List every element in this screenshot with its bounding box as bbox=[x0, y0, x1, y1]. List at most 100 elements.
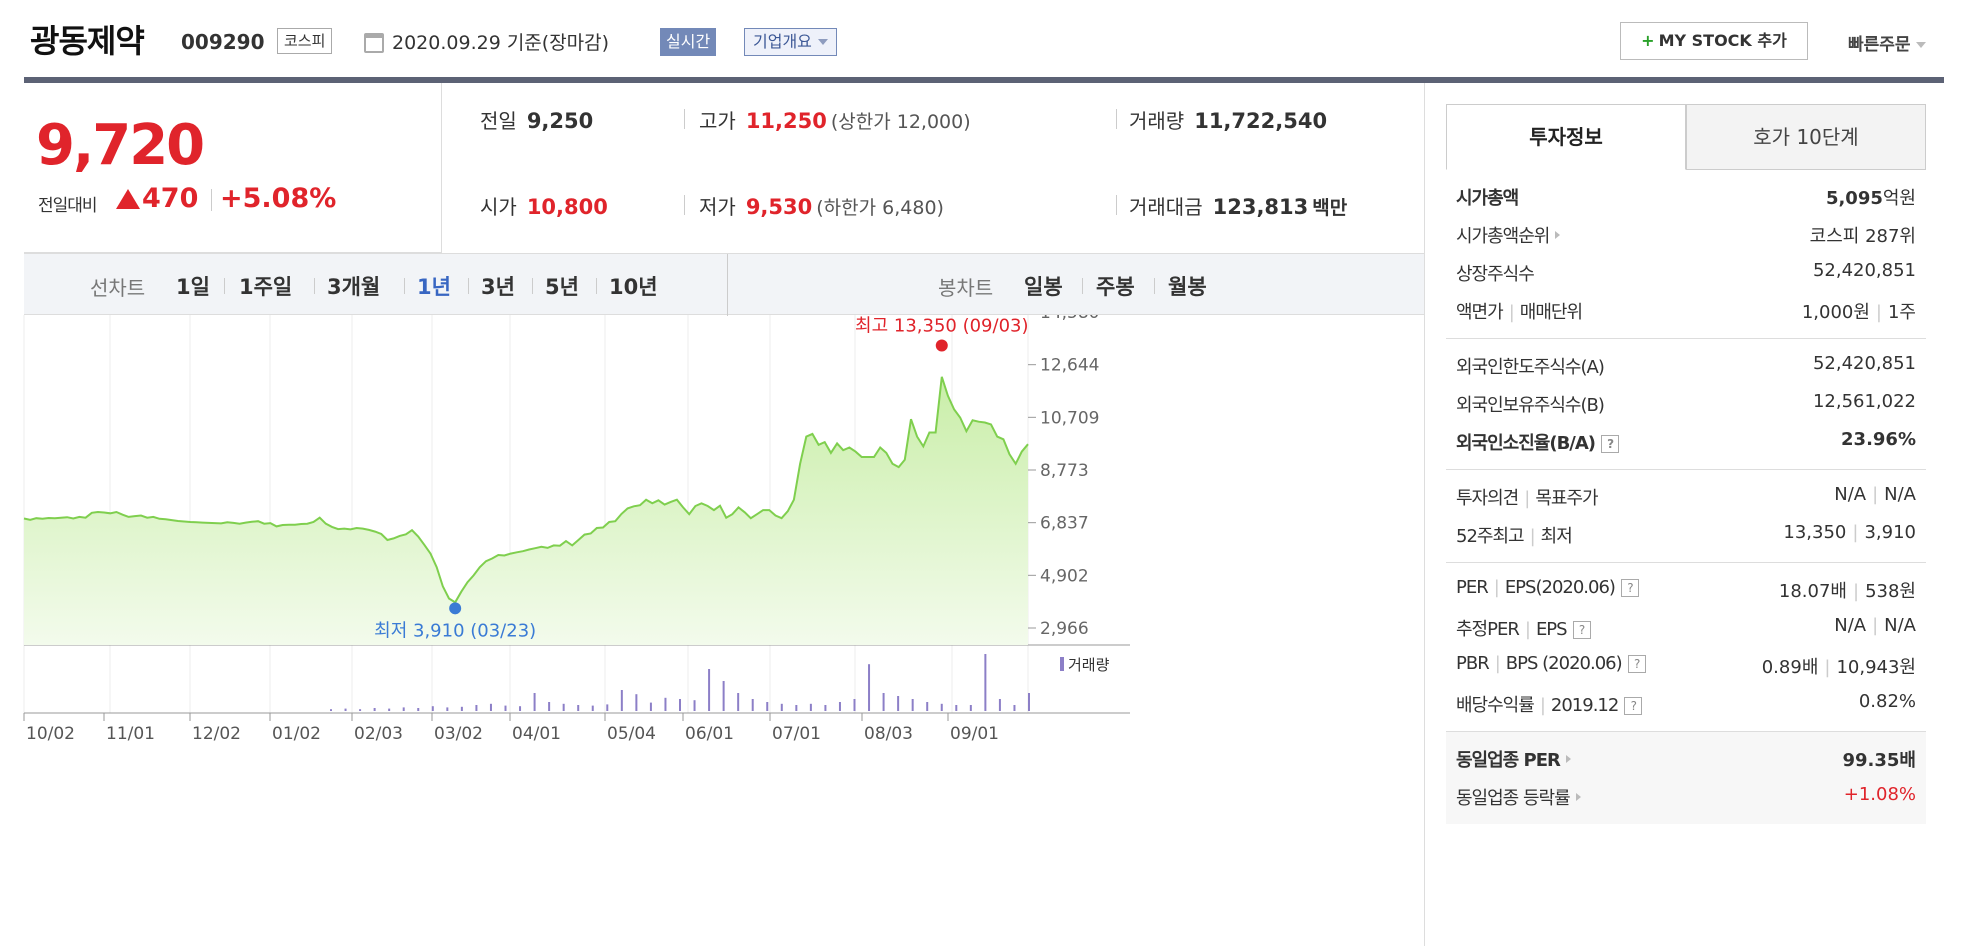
help-icon[interactable]: ? bbox=[1572, 621, 1591, 639]
x-axis: 10/02 11/01 12/02 01/02 02/03 03/02 04/01 05/04… bbox=[23, 713, 999, 744]
invest-value-text: 코스피 287위 bbox=[1809, 226, 1916, 247]
change-rate: +5.08% bbox=[220, 183, 337, 214]
chevron-right-icon bbox=[1575, 793, 1581, 801]
divider: | bbox=[1494, 653, 1501, 674]
volume-bar bbox=[577, 705, 580, 711]
divider: | bbox=[1539, 695, 1546, 716]
tab-invest-info[interactable]: 투자정보 bbox=[1446, 104, 1686, 170]
invest-row-value: 52,420,851 bbox=[1813, 353, 1916, 374]
invest-row: 배당수익률 | 2019.12? 0.82% bbox=[1446, 683, 1926, 721]
plus-icon: + bbox=[1641, 31, 1655, 50]
volume-label: 거래량 bbox=[1129, 109, 1185, 133]
invest-label-text: EPS bbox=[1535, 619, 1568, 640]
invest-row-label: 외국인소진율(B/A)? bbox=[1456, 429, 1620, 455]
period-5y[interactable]: 5년 bbox=[545, 275, 579, 299]
x-tick-label: 04/01 bbox=[512, 724, 561, 744]
amount-value: 123,813 bbox=[1212, 195, 1309, 219]
help-icon[interactable]: ? bbox=[1627, 655, 1646, 673]
low-label: 저가 bbox=[699, 195, 736, 219]
help-icon[interactable]: ? bbox=[1624, 697, 1643, 715]
invest-label-text: 외국인소진율(B/A) bbox=[1456, 433, 1596, 454]
candle-daily[interactable]: 일봉 bbox=[1024, 275, 1063, 299]
invest-label-text: 목표주가 bbox=[1535, 488, 1598, 509]
period-1d[interactable]: 1일 bbox=[176, 275, 210, 299]
volume-bar bbox=[591, 705, 594, 711]
divider bbox=[1116, 195, 1117, 215]
divider bbox=[404, 278, 405, 294]
price-chart-svg: 14,580 12,644 10,709 8,773 6,837 4,902 2,966 1… bbox=[23, 303, 1130, 744]
candle-weekly[interactable]: 주봉 bbox=[1096, 275, 1135, 299]
volume-bar bbox=[446, 707, 449, 711]
divider: | bbox=[1852, 522, 1859, 543]
low-value: 9,530 bbox=[745, 195, 813, 219]
period-3m[interactable]: 3개월 bbox=[327, 275, 381, 299]
period-3y[interactable]: 3년 bbox=[481, 275, 515, 299]
invest-row-label[interactable]: 동일업종 PER bbox=[1456, 746, 1571, 772]
invest-row-value: 52,420,851 bbox=[1813, 260, 1916, 281]
x-tick-label: 06/01 bbox=[685, 724, 734, 744]
candle-monthly[interactable]: 월봉 bbox=[1168, 275, 1207, 299]
invest-label-text: 시가총액순위 bbox=[1456, 226, 1550, 247]
y-tick-label: 4,902 bbox=[1040, 566, 1089, 586]
invest-row: 시가총액 5,095억원 bbox=[1446, 176, 1926, 214]
invest-row-value: 코스피 287위 bbox=[1810, 222, 1916, 248]
low-point-marker bbox=[449, 602, 462, 615]
period-10y[interactable]: 10년 bbox=[609, 275, 658, 299]
invest-value-text: 538원 bbox=[1865, 581, 1916, 602]
volume-legend-icon bbox=[1060, 657, 1064, 671]
change-label: 전일대비 bbox=[38, 196, 98, 216]
company-overview-dropdown[interactable]: 기업개요 bbox=[744, 28, 837, 56]
x-tick-label: 05/04 bbox=[607, 724, 656, 744]
invest-group: 동일업종 PER 99.35배 동일업종 등락률 +1.08% bbox=[1446, 732, 1926, 824]
period-1y[interactable]: 1년 bbox=[417, 275, 451, 299]
add-my-stock-button[interactable]: + MY STOCK 추가 bbox=[1620, 22, 1808, 60]
invest-row-value: 0.82% bbox=[1859, 691, 1916, 712]
realtime-button[interactable]: 실시간 bbox=[660, 28, 717, 56]
x-tick-label: 09/01 bbox=[950, 724, 999, 744]
invest-label-text: 외국인보유주식수(B) bbox=[1456, 395, 1605, 416]
divider: | bbox=[1493, 577, 1500, 598]
invest-row-label[interactable]: 시가총액순위 bbox=[1456, 222, 1561, 248]
invest-group: PER | EPS(2020.06)? 18.07배 | 538원 추정PER | EPS? N/… bbox=[1446, 563, 1926, 732]
divider: | bbox=[1853, 581, 1860, 602]
invest-row-value: 0.89배 | 10,943원 bbox=[1762, 653, 1916, 679]
help-icon[interactable]: ? bbox=[1601, 435, 1620, 453]
period-1w[interactable]: 1주일 bbox=[239, 275, 293, 299]
divider bbox=[1154, 278, 1155, 294]
invest-label-text: 상장주식수 bbox=[1456, 264, 1535, 285]
volume-bar bbox=[504, 705, 507, 711]
volume-bar bbox=[693, 700, 696, 711]
invest-label-text: PER bbox=[1456, 577, 1489, 598]
chevron-down-icon bbox=[817, 39, 828, 45]
invest-row-label[interactable]: 동일업종 등락률 bbox=[1456, 784, 1581, 810]
invest-row: 52주최고 | 최저 13,350 | 3,910 bbox=[1446, 514, 1926, 552]
divider: | bbox=[1875, 302, 1882, 323]
divider bbox=[684, 195, 685, 215]
tab-order-book[interactable]: 호가 10단계 bbox=[1686, 104, 1926, 170]
invest-value-text: 52,420,851 bbox=[1812, 353, 1916, 374]
volume-bar bbox=[519, 706, 522, 711]
y-tick-label: 6,837 bbox=[1040, 514, 1089, 534]
divider bbox=[211, 189, 212, 211]
chevron-right-icon bbox=[1565, 755, 1571, 763]
invest-label-text: 최저 bbox=[1540, 526, 1573, 547]
invest-row-value: 99.35배 bbox=[1843, 746, 1917, 772]
x-tick-label: 07/01 bbox=[772, 724, 821, 744]
invest-row-label: 액면가 | 매매단위 bbox=[1456, 298, 1583, 324]
help-icon[interactable]: ? bbox=[1620, 579, 1639, 597]
invest-value-text: 18.07배 bbox=[1778, 581, 1847, 602]
volume-bar bbox=[664, 697, 667, 711]
prev-close-stat: 전일 9,250 bbox=[480, 105, 593, 134]
invest-row-label: PBR | BPS (2020.06)? bbox=[1456, 653, 1646, 674]
divider bbox=[224, 278, 225, 294]
invest-row: PER | EPS(2020.06)? 18.07배 | 538원 bbox=[1446, 569, 1926, 607]
invest-value-text: 23.96% bbox=[1841, 429, 1916, 450]
quick-order-link[interactable]: 빠른주문 bbox=[1848, 30, 1926, 55]
header-divider bbox=[24, 77, 1944, 83]
invest-value-text: 0.82% bbox=[1858, 691, 1916, 712]
invest-value-text: N/A bbox=[1884, 615, 1916, 636]
volume-bar bbox=[897, 696, 900, 711]
invest-row: 외국인보유주식수(B) 12,561,022 bbox=[1446, 383, 1926, 421]
divider bbox=[684, 109, 685, 129]
volume-bar bbox=[853, 699, 856, 711]
